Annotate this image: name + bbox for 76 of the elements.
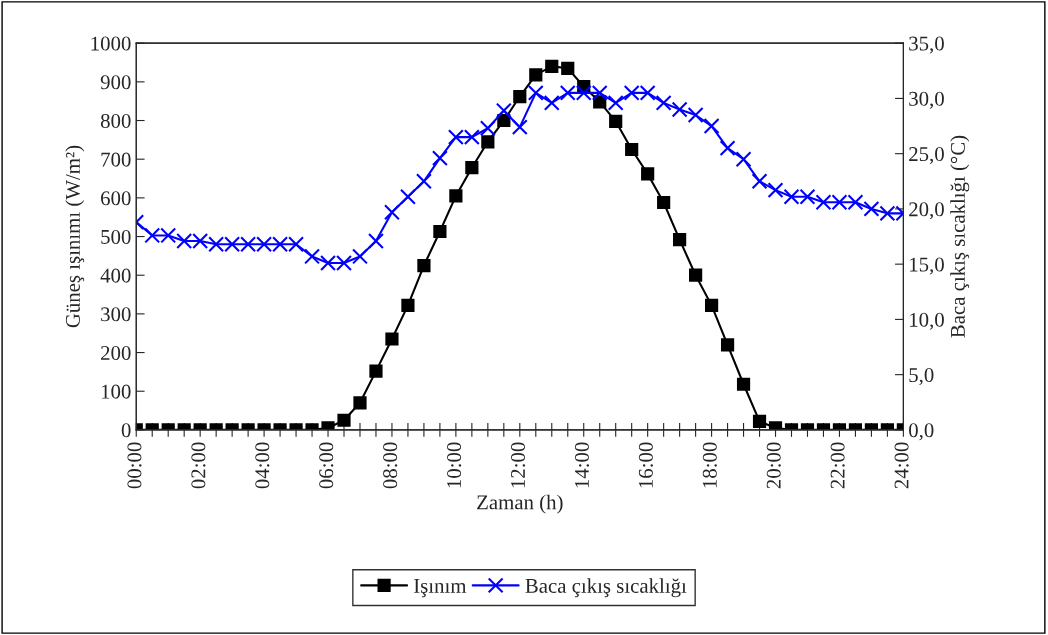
point bbox=[655, 94, 672, 111]
y2-tick-label: 5,0 bbox=[909, 368, 934, 386]
point bbox=[399, 188, 416, 205]
x-axis-title: Zaman (h) bbox=[477, 494, 563, 514]
point bbox=[383, 204, 400, 221]
point bbox=[735, 151, 752, 168]
y-tick-label: 1000 bbox=[91, 36, 131, 51]
y-tick-label: 700 bbox=[101, 152, 131, 167]
y-tick-label: 800 bbox=[100, 113, 131, 128]
legend-label: Baca çıkış sıcaklığı bbox=[525, 578, 687, 598]
point bbox=[689, 268, 703, 282]
point bbox=[641, 167, 655, 181]
y-tick-label: 400 bbox=[100, 268, 131, 283]
x-tick-label: 08:00 bbox=[383, 442, 398, 489]
x-tick-label: 18:00 bbox=[702, 442, 717, 488]
y-tick-label: 0 bbox=[121, 423, 131, 438]
point bbox=[545, 59, 559, 73]
y2-tick-label: 35,0 bbox=[909, 36, 944, 54]
y2-tick-label: 25,0 bbox=[909, 147, 944, 165]
y2-axis-title: Baca çıkış sıcaklığı (°C) bbox=[950, 135, 970, 338]
point bbox=[433, 224, 447, 239]
point bbox=[527, 84, 544, 101]
y-tick-label: 200 bbox=[101, 345, 131, 360]
point bbox=[705, 298, 719, 312]
point bbox=[607, 94, 624, 111]
point bbox=[401, 298, 415, 312]
x-tick-label: 24:00 bbox=[894, 442, 909, 489]
y2-tick-label: 20,0 bbox=[909, 202, 944, 220]
point bbox=[767, 182, 784, 199]
point bbox=[415, 173, 432, 190]
y-axis-title: Güneş ışınımı (W/m²) bbox=[65, 145, 85, 328]
point bbox=[304, 248, 321, 265]
x-tick-label: 06:00 bbox=[319, 442, 334, 489]
x-tick-label: 00:00 bbox=[127, 442, 142, 489]
point bbox=[417, 258, 431, 273]
point bbox=[543, 94, 560, 111]
y-tick-label: 500 bbox=[101, 229, 131, 244]
x-tick-label: 04:00 bbox=[255, 442, 270, 489]
point bbox=[561, 61, 575, 75]
y2-tick-label: 10,0 bbox=[910, 312, 944, 330]
point bbox=[751, 173, 768, 190]
point bbox=[495, 102, 512, 119]
point bbox=[673, 233, 687, 247]
point bbox=[511, 119, 528, 136]
point bbox=[449, 189, 463, 203]
y2-tick-label: 0,0 bbox=[909, 423, 934, 441]
y2-tick-label: 30,0 bbox=[909, 91, 944, 109]
x-tick-label: 20:00 bbox=[766, 442, 781, 489]
point bbox=[703, 118, 720, 135]
legend-label: Işınım bbox=[414, 579, 467, 598]
point bbox=[513, 89, 527, 104]
point bbox=[529, 68, 543, 82]
point bbox=[671, 101, 688, 118]
point bbox=[687, 107, 704, 123]
point bbox=[479, 120, 496, 137]
point bbox=[352, 248, 368, 265]
x-tick-label: 16:00 bbox=[638, 442, 653, 488]
point bbox=[367, 232, 384, 249]
x-tick-label: 22:00 bbox=[830, 442, 845, 489]
point bbox=[625, 142, 639, 157]
x-tick-label: 12:00 bbox=[510, 442, 526, 488]
point bbox=[431, 150, 448, 167]
point bbox=[481, 135, 495, 149]
point bbox=[657, 195, 671, 210]
point bbox=[465, 161, 479, 175]
x-tick-label: 14:00 bbox=[574, 442, 590, 488]
point bbox=[863, 200, 880, 217]
y-tick-label: 300 bbox=[101, 307, 131, 322]
point bbox=[719, 140, 736, 157]
y-tick-label: 100 bbox=[101, 384, 131, 399]
y-tick-label: 600 bbox=[101, 191, 131, 206]
x-tick-label: 10:00 bbox=[447, 442, 462, 488]
y-tick-label: 900 bbox=[100, 75, 131, 90]
y2-tick-label: 15,0 bbox=[910, 257, 944, 275]
x-tick-label: 02:00 bbox=[191, 442, 206, 489]
point bbox=[609, 114, 623, 128]
